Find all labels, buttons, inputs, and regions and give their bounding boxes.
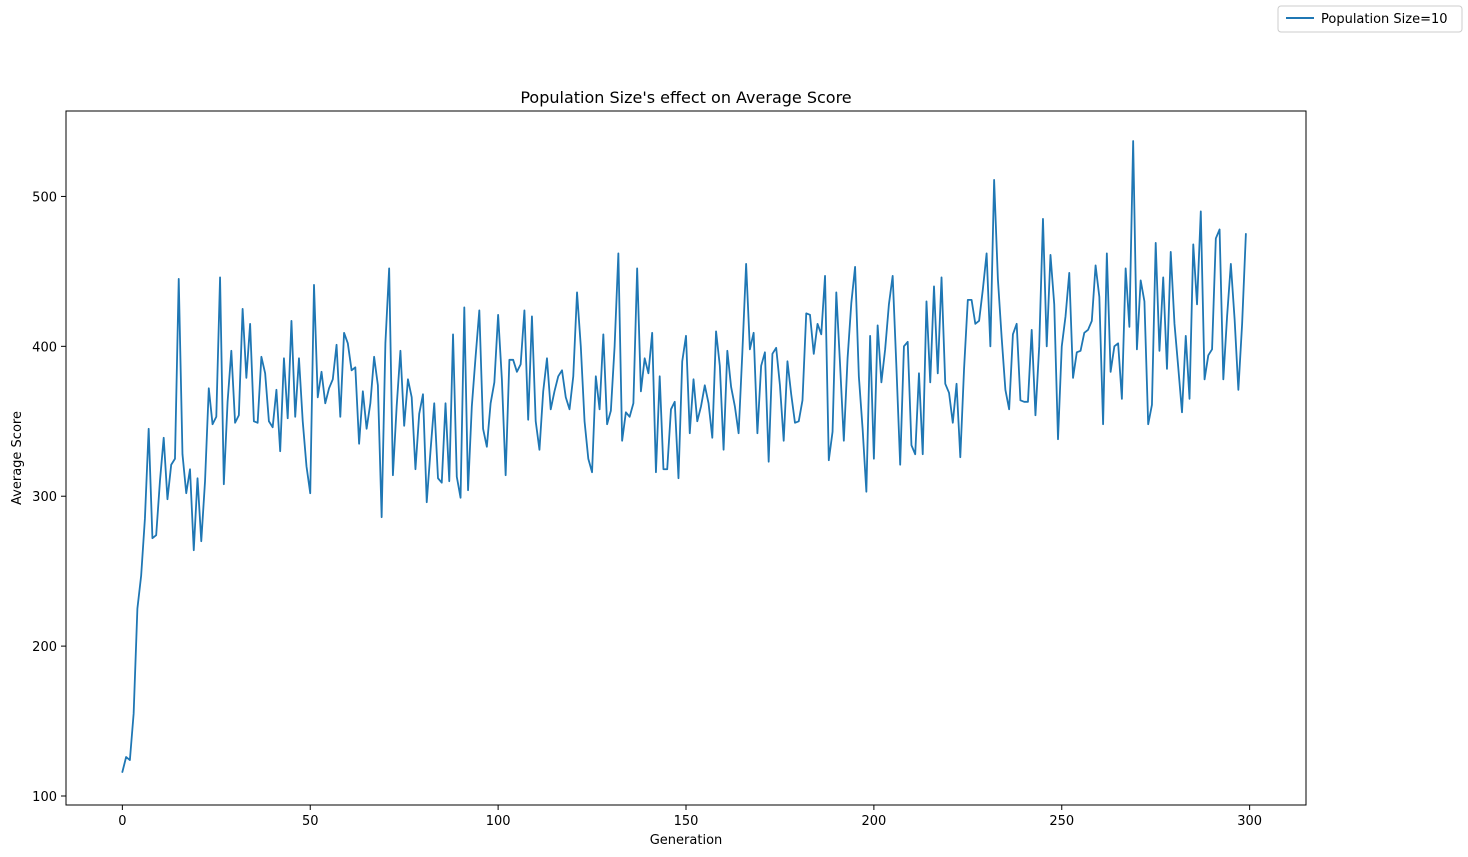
y-tick-label: 300 bbox=[32, 490, 57, 505]
y-tick-label: 200 bbox=[32, 640, 57, 655]
x-tick-label: 0 bbox=[118, 814, 126, 829]
plot-area bbox=[65, 110, 1307, 806]
x-tick-label: 200 bbox=[861, 814, 886, 829]
x-tick-label: 250 bbox=[1049, 814, 1074, 829]
x-axis: 0 50 100 150 200 250 300 bbox=[118, 805, 1262, 829]
x-axis-label: Generation bbox=[650, 833, 723, 848]
x-tick-label: 50 bbox=[302, 814, 319, 829]
y-tick-label: 400 bbox=[32, 340, 57, 355]
chart-title: Population Size's effect on Average Scor… bbox=[520, 88, 851, 107]
legend-label-population-size-10: Population Size=10 bbox=[1321, 12, 1448, 27]
series-line-population-size-10 bbox=[121, 140, 1247, 773]
legend-box bbox=[1277, 5, 1463, 33]
y-axis-label: Average Score bbox=[10, 411, 25, 505]
y-tick-label: 500 bbox=[32, 190, 57, 205]
y-axis: 100 200 300 400 500 bbox=[32, 190, 66, 805]
x-tick-label: 100 bbox=[486, 814, 511, 829]
series-layer bbox=[121, 140, 1247, 773]
y-tick-label: 100 bbox=[32, 790, 57, 805]
x-tick-label: 150 bbox=[674, 814, 699, 829]
plot-border bbox=[65, 110, 1307, 806]
legend: Population Size=10 bbox=[1277, 5, 1463, 33]
x-tick-label: 300 bbox=[1237, 814, 1262, 829]
